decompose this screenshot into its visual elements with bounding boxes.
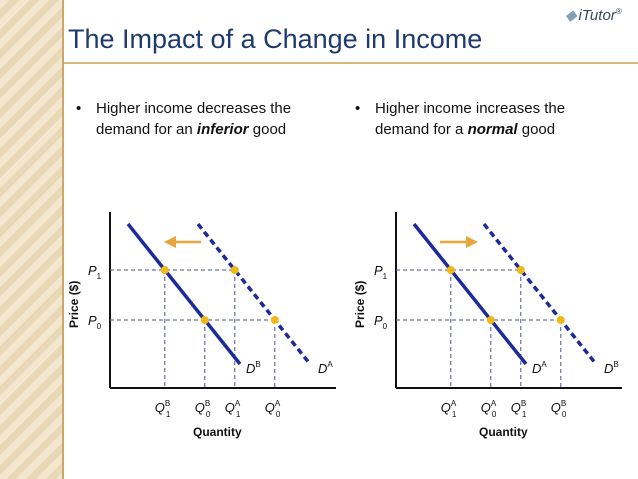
equilibrium-point-2 xyxy=(516,266,525,274)
bullet-text: Higher income increases the demand for a xyxy=(375,100,566,138)
quantity-label-2: QA 1 xyxy=(225,399,241,419)
dashed-curve-label: DB xyxy=(604,360,619,376)
y-axis-label: Price ($) xyxy=(353,281,367,328)
solid-curve-label-main: D xyxy=(246,361,255,376)
demand-curve-solid xyxy=(412,222,528,366)
bullet-text-end: good xyxy=(248,121,287,138)
x-axis-label: Quantity xyxy=(193,425,242,439)
quantity-label-2-sup: B xyxy=(521,399,526,408)
equilibrium-point-3 xyxy=(270,316,279,324)
solid-curve-label-main: D xyxy=(532,361,541,376)
quantity-label-0: QB 1 xyxy=(155,399,171,419)
demand-curve-dashed xyxy=(196,222,312,366)
price-label-p1-main: P xyxy=(374,263,383,278)
quantity-label-3-sup: A xyxy=(275,399,281,408)
quantity-label-3-sub: 0 xyxy=(562,410,567,419)
quantity-label-0-sub: 1 xyxy=(166,410,171,419)
quantity-label-1-main: Q xyxy=(481,400,491,415)
quantity-label-3-main: Q xyxy=(265,400,275,415)
bullet-marker: • xyxy=(76,100,82,117)
price-label-p1: P1 xyxy=(88,263,102,281)
quantity-label-1-sup: B xyxy=(205,399,210,408)
equilibrium-point-0 xyxy=(446,266,455,274)
quantity-label-0-sub: 1 xyxy=(452,410,457,419)
registered-mark: ® xyxy=(615,7,622,16)
solid-curve-label-sup: A xyxy=(541,360,547,369)
quantity-label-1-main: Q xyxy=(195,400,205,415)
quantity-label-2-sup: A xyxy=(235,399,241,408)
price-label-p1: P1 xyxy=(374,263,388,281)
price-label-p0-main: P xyxy=(374,313,383,328)
quantity-label-2: QB 1 xyxy=(511,399,527,419)
y-axis-label: Price ($) xyxy=(67,281,81,328)
quantity-label-1: QB 0 xyxy=(195,399,211,419)
shift-arrow-right-icon xyxy=(466,236,478,248)
bullet-emphasis: normal xyxy=(467,121,518,138)
price-label-p0-main: P xyxy=(88,313,97,328)
logo-text: iTutor xyxy=(578,7,616,24)
quantity-label-0-main: Q xyxy=(441,400,451,415)
bullet-normal-good: • Higher income increases the demand for… xyxy=(355,98,605,140)
quantity-label-2-sub: 1 xyxy=(236,410,241,419)
equilibrium-point-3 xyxy=(556,316,565,324)
equilibrium-point-1 xyxy=(200,316,209,324)
quantity-label-3: QB 0 xyxy=(551,399,567,419)
dashed-curve-label-sup: A xyxy=(327,360,333,369)
title-underline xyxy=(64,62,638,64)
quantity-label-0-sup: B xyxy=(165,399,170,408)
bullet-marker: • xyxy=(355,100,361,117)
quantity-label-2-main: Q xyxy=(225,400,235,415)
slide-title: The Impact of a Change in Income xyxy=(68,24,483,54)
itutor-logo: ◆ iTutor® xyxy=(565,6,622,24)
x-axis-label: Quantity xyxy=(479,425,528,439)
quantity-label-3: QA 0 xyxy=(265,399,281,419)
quantity-label-0: QA 1 xyxy=(441,399,457,419)
price-label-p1-main: P xyxy=(88,263,97,278)
price-label-p0: P0 xyxy=(88,313,102,331)
solid-curve-label: DB xyxy=(246,360,261,376)
dashed-curve-label: DA xyxy=(318,360,333,376)
quantity-label-0-main: Q xyxy=(155,400,165,415)
price-label-p1-sub: 1 xyxy=(383,272,388,281)
quantity-label-2-sub: 1 xyxy=(522,410,527,419)
sidebar-divider xyxy=(62,0,64,479)
equilibrium-point-2 xyxy=(230,266,239,274)
solid-curve-label-sup: B xyxy=(255,360,260,369)
dashed-curve-label-main: D xyxy=(318,361,327,376)
quantity-label-3-main: Q xyxy=(551,400,561,415)
bullet-text-end: good xyxy=(517,121,556,138)
graduation-cap-icon: ◆ xyxy=(565,7,577,24)
quantity-label-1-sup: A xyxy=(491,399,497,408)
dashed-curve-label-sup: B xyxy=(613,360,618,369)
demand-curve-solid xyxy=(126,222,242,366)
quantity-label-3-sub: 0 xyxy=(276,410,281,419)
quantity-label-0-sup: A xyxy=(451,399,457,408)
quantity-label-1: QA 0 xyxy=(481,399,497,419)
demand-curve-dashed xyxy=(482,222,598,366)
price-label-p1-sub: 1 xyxy=(97,272,102,281)
price-label-p0-sub: 0 xyxy=(97,322,102,331)
equilibrium-point-1 xyxy=(486,316,495,324)
solid-curve-label: DA xyxy=(532,360,547,376)
price-label-p0: P0 xyxy=(374,313,388,331)
decorative-sidebar xyxy=(0,0,62,479)
equilibrium-point-0 xyxy=(160,266,169,274)
quantity-label-1-sub: 0 xyxy=(206,410,211,419)
quantity-label-1-sub: 0 xyxy=(492,410,497,419)
bullet-emphasis: inferior xyxy=(196,121,249,138)
dashed-curve-label-main: D xyxy=(604,361,613,376)
quantity-label-3-sup: B xyxy=(561,399,566,408)
quantity-label-2-main: Q xyxy=(511,400,521,415)
bullet-text: Higher income decreases the demand for a… xyxy=(96,100,292,138)
shift-arrow-left-icon xyxy=(164,236,176,248)
bullet-inferior-good: • Higher income decreases the demand for… xyxy=(76,98,326,140)
price-label-p0-sub: 0 xyxy=(383,322,388,331)
